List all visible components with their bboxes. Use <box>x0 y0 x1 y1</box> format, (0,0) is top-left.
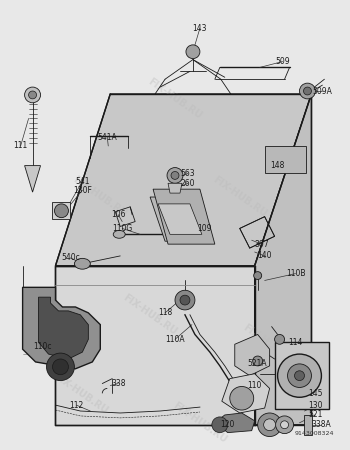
Circle shape <box>278 354 321 397</box>
Polygon shape <box>158 204 202 234</box>
Text: FIX-HUB.RU: FIX-HUB.RU <box>241 322 299 367</box>
Circle shape <box>281 421 288 429</box>
Polygon shape <box>38 297 88 359</box>
Polygon shape <box>168 183 182 193</box>
Text: 140: 140 <box>257 252 272 261</box>
Circle shape <box>275 334 285 344</box>
Polygon shape <box>56 94 312 266</box>
Text: 541: 541 <box>75 177 90 186</box>
Text: 143: 143 <box>193 24 207 33</box>
Circle shape <box>47 353 75 381</box>
Polygon shape <box>56 266 255 425</box>
Text: 130F: 130F <box>73 186 92 195</box>
Text: 109: 109 <box>198 224 212 233</box>
Text: FIX-HUB.RU: FIX-HUB.RU <box>171 400 229 445</box>
Polygon shape <box>150 197 210 241</box>
Text: FIX-HUB.RU: FIX-HUB.RU <box>211 175 268 219</box>
Bar <box>265 146 307 173</box>
Text: 130: 130 <box>308 400 323 410</box>
Text: 112: 112 <box>69 400 84 410</box>
Text: 111: 111 <box>14 141 28 150</box>
Circle shape <box>29 91 36 99</box>
Circle shape <box>275 416 294 434</box>
Circle shape <box>25 87 41 103</box>
Text: 307: 307 <box>254 240 269 249</box>
Ellipse shape <box>113 230 125 238</box>
Polygon shape <box>235 334 270 376</box>
Text: FIX-HUB.RU: FIX-HUB.RU <box>51 371 109 416</box>
Circle shape <box>230 387 254 410</box>
Text: FIX-HUB.RU: FIX-HUB.RU <box>71 175 129 219</box>
Bar <box>304 415 313 435</box>
Text: FIX-HUB.RU: FIX-HUB.RU <box>121 292 179 337</box>
Text: 541A: 541A <box>97 133 117 142</box>
Circle shape <box>264 419 275 431</box>
Polygon shape <box>255 94 312 425</box>
Circle shape <box>167 167 183 183</box>
Text: 110c: 110c <box>33 342 52 351</box>
Polygon shape <box>215 413 255 432</box>
Text: 563: 563 <box>181 169 195 178</box>
Text: 110A: 110A <box>165 335 185 344</box>
Text: FIX-HUB.RU: FIX-HUB.RU <box>146 76 204 121</box>
Text: 145: 145 <box>308 389 323 398</box>
Text: 521A: 521A <box>248 360 267 369</box>
Circle shape <box>52 359 68 375</box>
Circle shape <box>186 45 200 58</box>
Text: 509: 509 <box>275 57 290 66</box>
Circle shape <box>212 417 228 432</box>
Text: 148: 148 <box>271 161 285 170</box>
Text: 509A: 509A <box>313 86 332 95</box>
Circle shape <box>171 171 179 180</box>
Text: 338A: 338A <box>312 420 331 429</box>
Text: 110B: 110B <box>286 269 305 278</box>
Polygon shape <box>153 189 215 244</box>
Bar <box>275 342 329 409</box>
Text: 338: 338 <box>111 379 126 388</box>
Polygon shape <box>23 288 100 369</box>
Circle shape <box>288 364 312 387</box>
Text: 106: 106 <box>111 210 126 219</box>
Circle shape <box>253 356 262 366</box>
Text: 9143008324: 9143008324 <box>295 431 334 436</box>
Polygon shape <box>52 202 70 219</box>
Text: 521: 521 <box>308 410 323 419</box>
Circle shape <box>303 87 312 95</box>
Circle shape <box>300 83 315 99</box>
Circle shape <box>254 272 262 279</box>
Text: 120: 120 <box>220 420 235 429</box>
Circle shape <box>258 413 282 436</box>
Text: 118: 118 <box>158 308 172 317</box>
Circle shape <box>180 295 190 305</box>
Polygon shape <box>222 374 270 413</box>
Polygon shape <box>25 166 41 192</box>
Ellipse shape <box>75 258 90 269</box>
Text: 114: 114 <box>288 338 303 347</box>
Circle shape <box>175 290 195 310</box>
Text: 260: 260 <box>181 179 195 188</box>
Text: 540c: 540c <box>61 253 80 262</box>
Circle shape <box>294 371 304 381</box>
Text: 110: 110 <box>247 381 262 390</box>
Circle shape <box>55 204 68 218</box>
Text: 110G: 110G <box>112 224 132 233</box>
